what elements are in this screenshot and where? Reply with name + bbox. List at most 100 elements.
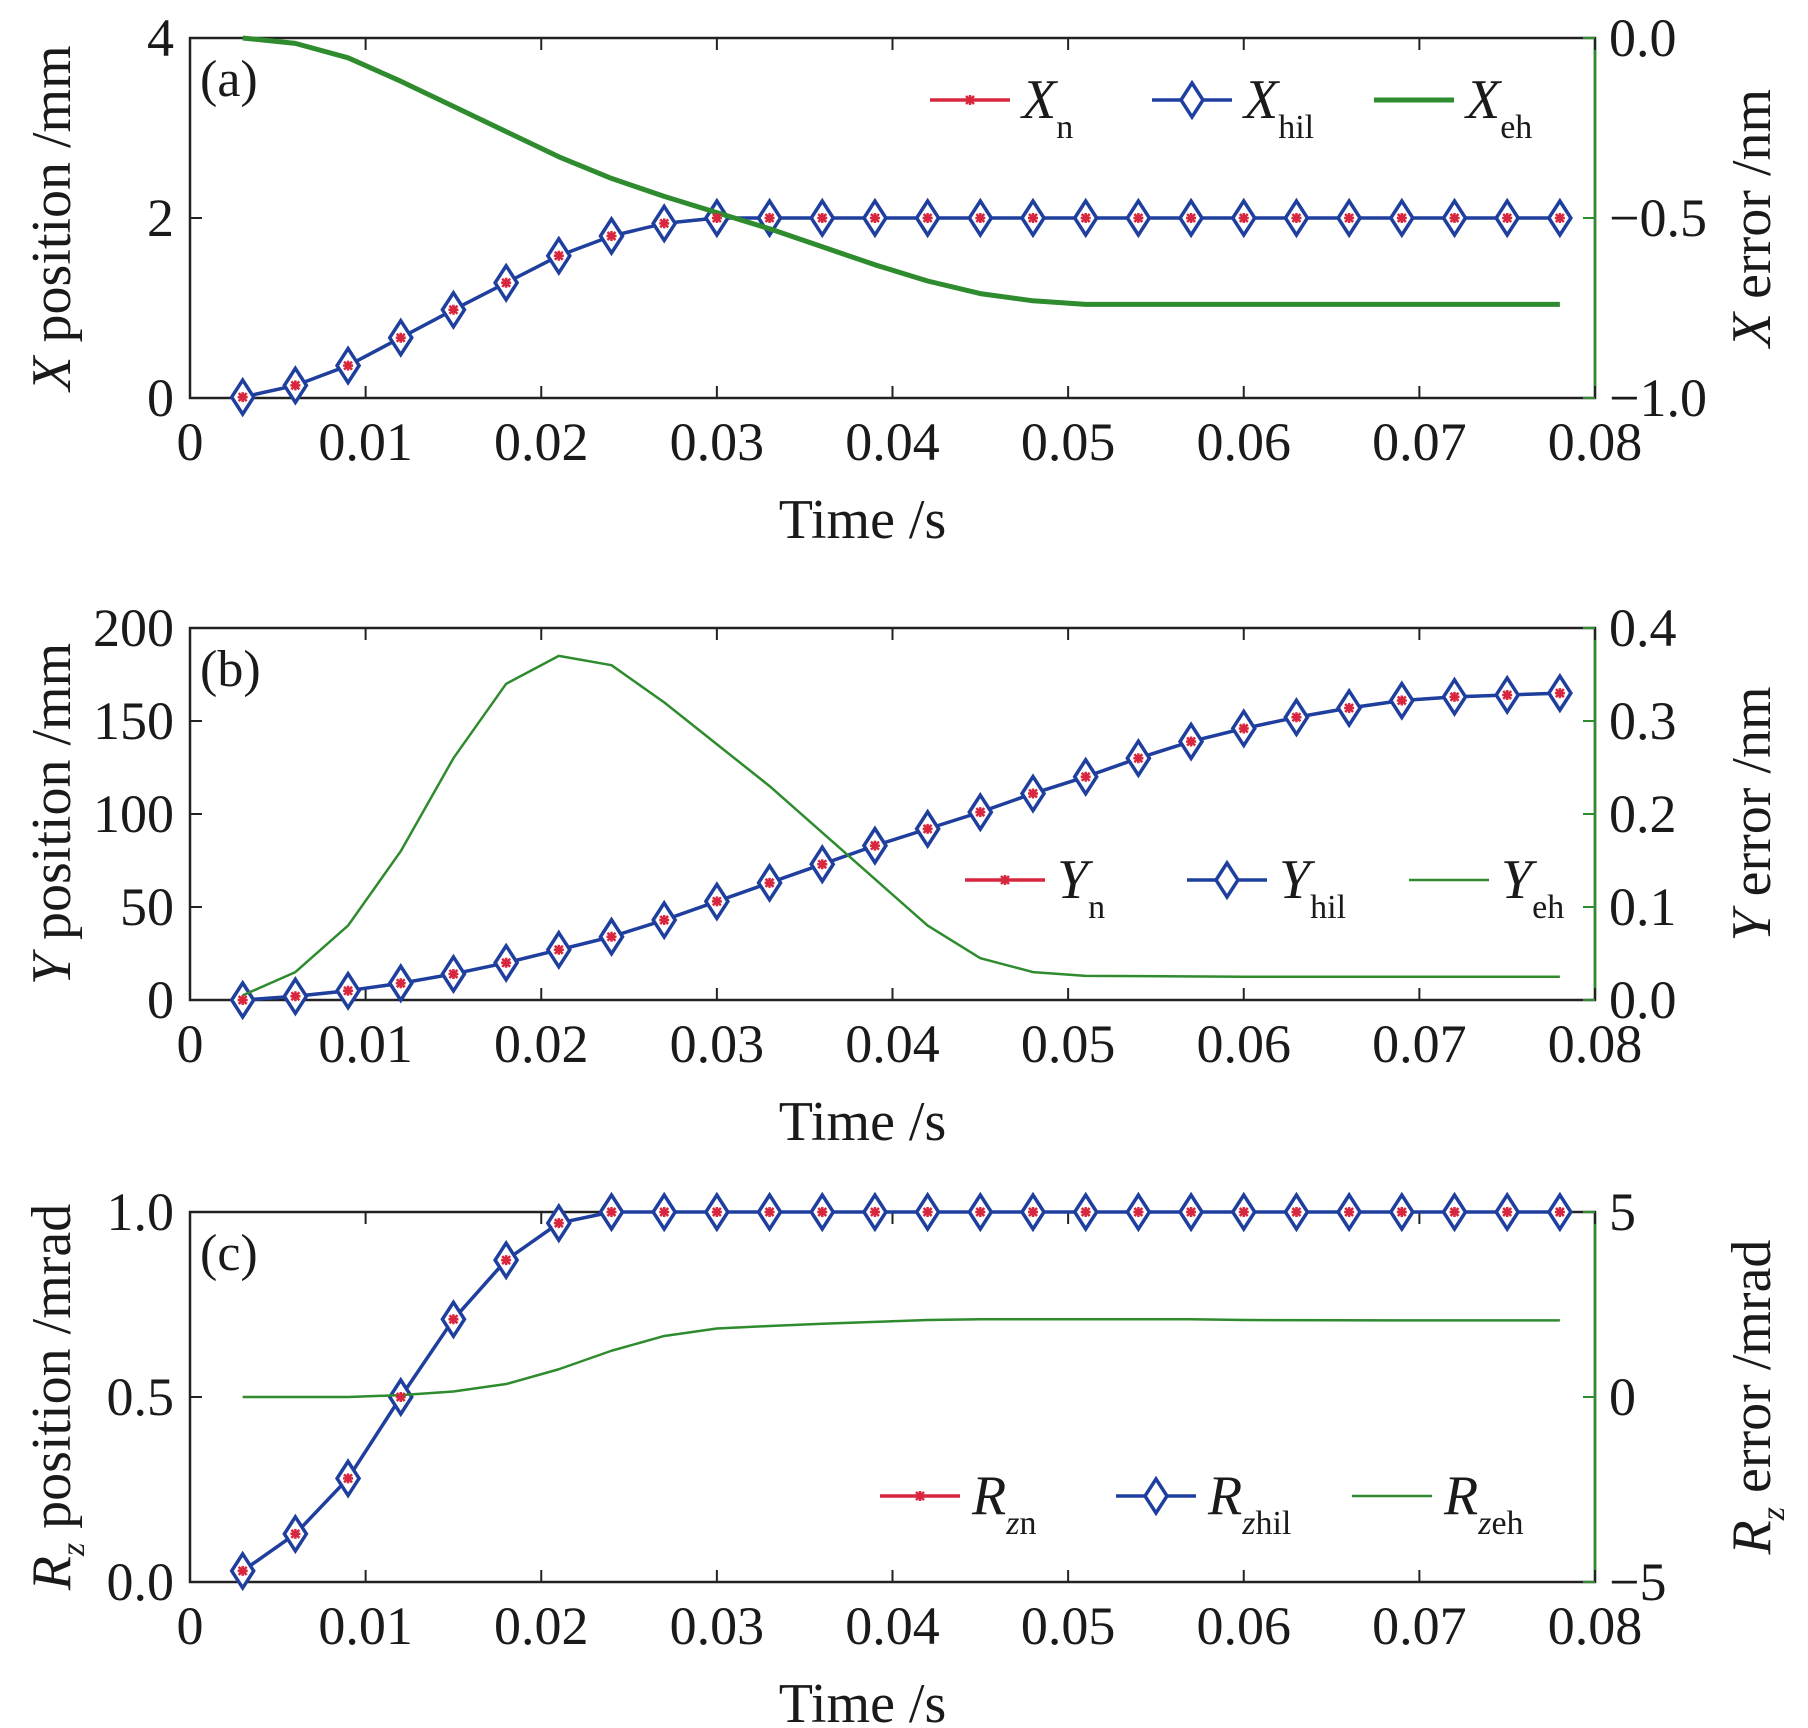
data-point-star xyxy=(290,1528,301,1539)
data-point-star xyxy=(290,380,301,391)
data-point-star xyxy=(922,823,933,834)
data-point-star xyxy=(975,807,986,818)
data-point-star xyxy=(395,978,406,989)
data-point-star xyxy=(1396,1207,1407,1217)
x-tick-label: 0.06 xyxy=(1197,412,1292,472)
y-right-tick-label: 0.3 xyxy=(1609,691,1677,751)
series-line xyxy=(242,654,1560,997)
data-point-star xyxy=(501,957,512,968)
y-right-tick-label: −5 xyxy=(1609,1552,1666,1612)
x-tick-label: 0.03 xyxy=(670,1014,765,1074)
series-line xyxy=(242,35,1560,307)
data-point-star xyxy=(659,1207,670,1217)
x-tick-label: 0.07 xyxy=(1372,412,1467,472)
legend-label: Xeh xyxy=(1464,69,1532,146)
data-point-star xyxy=(869,213,880,223)
data-point-star xyxy=(395,332,406,343)
x-tick-label: 0.08 xyxy=(1548,1014,1643,1074)
data-point-star xyxy=(817,859,828,870)
data-point-star xyxy=(975,1207,986,1217)
data-point-star xyxy=(1502,1207,1513,1217)
y-left-axis-label: X position /mm xyxy=(21,45,83,392)
data-point-star xyxy=(1449,691,1460,702)
x-tick-label: 0.02 xyxy=(494,1014,589,1074)
data-point-star xyxy=(501,277,512,288)
x-tick-label: 0.05 xyxy=(1021,412,1116,472)
data-point-star xyxy=(1028,788,1038,799)
y-right-tick-label: 0.0 xyxy=(1609,970,1677,1030)
y-left-tick-label: 150 xyxy=(93,691,174,751)
plot-frame xyxy=(188,626,1597,1002)
data-point-star xyxy=(764,877,775,888)
y-right-tick-label: 0.4 xyxy=(1609,598,1677,658)
legend-marker-star xyxy=(1000,875,1010,885)
data-point-star xyxy=(975,213,986,223)
y-left-axis-label: Y position /mm xyxy=(21,643,83,985)
series-hil xyxy=(229,1191,1573,1592)
panel-2: 0 0.01 0.02 0.03 0.04 0.05 0.06 0.07 0.08 Time /s… xyxy=(21,598,1783,1153)
legend: Rzn Rzhil Rzeh xyxy=(880,1465,1524,1542)
x-tick-label: 0.02 xyxy=(494,1596,589,1656)
data-point-star xyxy=(1396,213,1407,223)
series-hil xyxy=(229,197,1573,418)
x-tick-label: 0.04 xyxy=(845,1014,940,1074)
data-point-star xyxy=(448,968,459,979)
data-point-star xyxy=(1028,1207,1038,1217)
data-point-star xyxy=(1396,695,1407,706)
data-point-star xyxy=(1291,1207,1302,1217)
data-point-star xyxy=(1554,213,1565,223)
x-tick-label: 0.05 xyxy=(1021,1596,1116,1656)
data-point-star xyxy=(1133,213,1144,223)
legend-label: Rzeh xyxy=(1443,1465,1524,1542)
x-tick-label: 0.01 xyxy=(318,1596,413,1656)
y-right-tick-label: −1.0 xyxy=(1609,368,1707,428)
data-point-star xyxy=(1133,1207,1144,1217)
x-axis-label: Time /s xyxy=(779,1091,947,1153)
data-point-star xyxy=(764,213,775,223)
data-point-star xyxy=(711,896,722,907)
data-point-star xyxy=(606,1207,617,1217)
data-point-star xyxy=(606,931,617,942)
y-left-axis-label: Rz position /mrad xyxy=(21,1204,92,1592)
data-point-star xyxy=(1238,1207,1249,1217)
y-right-tick-label: 0.0 xyxy=(1609,8,1677,68)
data-point-star xyxy=(659,218,670,229)
series-line xyxy=(242,216,1560,399)
series-line xyxy=(242,691,1560,1002)
legend-marker-diamond xyxy=(1178,79,1206,121)
series-n xyxy=(242,216,1560,399)
series-eh xyxy=(242,654,1560,997)
data-point-star xyxy=(1080,213,1091,223)
data-point-star xyxy=(1080,1207,1091,1217)
data-point-star xyxy=(1186,213,1197,223)
y-right-tick-label: −0.5 xyxy=(1609,188,1707,248)
x-tick-label: 0.08 xyxy=(1548,412,1643,472)
data-point-star xyxy=(1554,1207,1565,1217)
y-right-axis-label: X error /nm xyxy=(1721,89,1783,349)
x-tick-label: 0.04 xyxy=(845,412,940,472)
y-right-tick-label: 0 xyxy=(1609,1367,1636,1427)
y-right-tick-label: 5 xyxy=(1609,1182,1636,1242)
series-line xyxy=(242,216,1560,399)
data-point-star xyxy=(1502,213,1513,223)
legend-label: Xn xyxy=(1020,69,1073,146)
data-point-star xyxy=(869,1207,880,1217)
legend-marker-diamond xyxy=(1213,859,1241,901)
data-point-star xyxy=(817,213,828,223)
data-point-star xyxy=(869,840,880,851)
data-point-star xyxy=(1186,1207,1197,1217)
y-right-tick-label: 0.2 xyxy=(1609,784,1677,844)
legend-label: Yhil xyxy=(1279,849,1346,926)
data-point-star xyxy=(501,1255,512,1266)
y-left-tick-label: 0 xyxy=(147,368,174,428)
data-point-star xyxy=(553,944,564,955)
y-left-tick-label: 4 xyxy=(147,8,174,68)
series-eh xyxy=(242,35,1560,307)
legend-label: Yn xyxy=(1057,849,1105,926)
x-tick-label: 0.02 xyxy=(494,412,589,472)
x-tick-label: 0 xyxy=(177,1596,204,1656)
data-point-star xyxy=(1028,213,1038,223)
x-tick-label: 0.04 xyxy=(845,1596,940,1656)
